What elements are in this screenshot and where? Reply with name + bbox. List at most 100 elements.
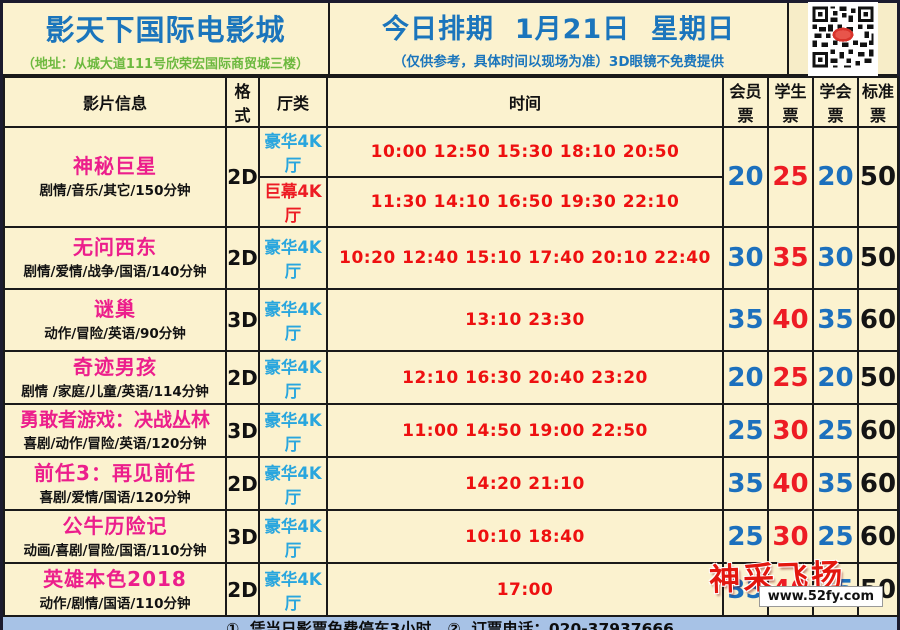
qr-code-icon [808, 1, 878, 76]
price-standard: 60 [857, 288, 899, 352]
col-hall-type: 厅类 [258, 76, 328, 128]
hall-type: 豪华4K厅 [258, 403, 328, 458]
showtimes: 13:10 23:30 [326, 288, 724, 352]
hall-type: 豪华4K厅 [258, 456, 328, 511]
movie-title: 奇迹男孩 [73, 354, 157, 379]
hall-type: 豪华4K厅 [258, 126, 328, 178]
price-standard: 50 [857, 126, 899, 228]
hall-type: 豪华4K厅 [258, 226, 328, 290]
qr-cell [789, 1, 897, 76]
price-student: 25 [767, 126, 814, 228]
price-society: 25 [812, 403, 859, 458]
price-society: 35 [812, 288, 859, 352]
price-member: 35 [722, 456, 769, 511]
col-time: 时间 [326, 76, 724, 128]
schedule-table: 影片信息 格式 厅类 时间 会员票 学生票 学会票 标准票 神秘巨星 剧情/音乐… [3, 76, 899, 617]
cinema-address: （地址：从城大道111号欣荣宏国际商贸城三楼） [21, 57, 310, 72]
price-student: 35 [767, 226, 814, 290]
movie-genre: 喜剧/爱情/国语/120分钟 [39, 489, 191, 506]
movie-info: 公牛历险记 动画/喜剧/冒险/国语/110分钟 [3, 509, 227, 564]
movie-info: 谜巢 动作/冒险/英语/90分钟 [3, 288, 227, 352]
movie-title: 前任3：再见前任 [34, 460, 196, 485]
movie-genre: 动作/冒险/英语/90分钟 [44, 326, 186, 343]
col-society-ticket: 学会票 [812, 76, 859, 128]
table-row: 无问西东 剧情/爱情/战争/国语/140分钟 2D 豪华4K厅 10:20 12… [3, 226, 899, 290]
movie-title: 无问西东 [73, 235, 157, 260]
price-student: 30 [767, 509, 814, 564]
col-student-ticket: 学生票 [767, 76, 814, 128]
movie-format: 3D [225, 288, 260, 352]
movie-genre: 动作/剧情/国语/110分钟 [39, 595, 191, 612]
movie-info: 神秘巨星 剧情/音乐/其它/150分钟 [3, 126, 227, 228]
table-row: 前任3：再见前任 喜剧/爱情/国语/120分钟 2D 豪华4K厅 14:20 2… [3, 456, 899, 511]
price-standard: 60 [857, 456, 899, 511]
movie-info: 奇迹男孩 剧情 /家庭/儿童/英语/114分钟 [3, 350, 227, 405]
table-row: 神秘巨星 剧情/音乐/其它/150分钟 2D 豪华4K厅 10:00 12:50… [3, 126, 899, 228]
movie-genre: 剧情 /家庭/儿童/英语/114分钟 [21, 383, 209, 400]
col-member-ticket: 会员票 [722, 76, 769, 128]
movie-info: 无问西东 剧情/爱情/战争/国语/140分钟 [3, 226, 227, 290]
price-standard: 60 [857, 509, 899, 564]
showtimes: 11:00 14:50 19:00 22:50 [326, 403, 724, 458]
price-member: 25 [722, 509, 769, 564]
showtimes: 10:20 12:40 15:10 17:40 20:10 22:40 [326, 226, 724, 290]
movie-title: 勇敢者游戏：决战丛林 [19, 408, 210, 431]
movie-format: 2D [225, 562, 260, 617]
column-header-row: 影片信息 格式 厅类 时间 会员票 学生票 学会票 标准票 [3, 76, 899, 128]
table-row: 谜巢 动作/冒险/英语/90分钟 3D 豪华4K厅 13:10 23:30 35… [3, 288, 899, 352]
table-row: 巨幕4K厅 11:30 14:10 16:50 19:30 22:10 [4, 176, 898, 228]
movie-title: 谜巢 [94, 297, 136, 322]
price-student: 40 [767, 456, 814, 511]
movie-title: 英雄本色2018 [43, 566, 187, 591]
table-row: 奇迹男孩 剧情 /家庭/儿童/英语/114分钟 2D 豪华4K厅 12:10 1… [3, 350, 899, 405]
website-watermark: www.52fy.com [758, 586, 883, 607]
movie-genre: 喜剧/动作/冒险/英语/120分钟 [23, 436, 207, 453]
hall-type: 豪华4K厅 [258, 350, 328, 405]
price-society: 35 [812, 456, 859, 511]
price-society: 20 [812, 126, 859, 228]
movie-info: 勇敢者游戏：决战丛林 喜剧/动作/冒险/英语/120分钟 [3, 403, 227, 458]
col-standard-ticket: 标准票 [857, 76, 899, 128]
movie-format: 2D [225, 350, 260, 405]
table-row: 公牛历险记 动画/喜剧/冒险/国语/110分钟 3D 豪华4K厅 10:10 1… [3, 509, 899, 564]
price-society: 30 [812, 226, 859, 290]
price-member: 30 [722, 226, 769, 290]
movie-genre: 剧情/音乐/其它/150分钟 [39, 183, 191, 200]
movie-title: 神秘巨星 [73, 154, 157, 179]
movie-format: 2D [225, 226, 260, 290]
showtimes: 10:00 12:50 15:30 18:10 20:50 [326, 126, 724, 178]
col-movie-info: 影片信息 [3, 76, 227, 128]
col-format: 格式 [225, 76, 260, 128]
notice-row: ① 凭当日影票免费停车3小时 ② 订票电话：020-37937666 [3, 617, 897, 630]
movie-genre: 剧情/爱情/战争/国语/140分钟 [23, 264, 207, 281]
price-society: 20 [812, 350, 859, 405]
schedule-title: 今日排期 1月21日 星期日 [382, 14, 735, 45]
price-standard: 50 [857, 350, 899, 405]
hall-type: 巨幕4K厅 [258, 176, 328, 228]
price-member: 20 [722, 126, 769, 228]
movie-title: 公牛历险记 [62, 513, 168, 538]
parking-and-phone-notice: ① 凭当日影票免费停车3小时 ② 订票电话：020-37937666 [226, 620, 674, 630]
showtimes: 14:20 21:10 [326, 456, 724, 511]
showtimes: 11:30 14:10 16:50 19:30 22:10 [326, 176, 724, 228]
cinema-name: 影天下国际电影城 [45, 13, 286, 47]
hall-type: 豪华4K厅 [258, 562, 328, 617]
price-student: 40 [767, 288, 814, 352]
price-student: 30 [767, 403, 814, 458]
table-row: 勇敢者游戏：决战丛林 喜剧/动作/冒险/英语/120分钟 3D 豪华4K厅 11… [3, 403, 899, 458]
price-member: 35 [722, 288, 769, 352]
showtimes: 10:10 18:40 [326, 509, 724, 564]
header-band: 影天下国际电影城 （地址：从城大道111号欣荣宏国际商贸城三楼） 今日排期 1月… [3, 1, 897, 76]
schedule-note: （仅供参考，具体时间以现场为准）3D眼镜不免费提供 [392, 54, 725, 70]
price-society: 25 [812, 509, 859, 564]
showtimes: 12:10 16:30 20:40 23:20 [326, 350, 724, 405]
movie-info: 英雄本色2018 动作/剧情/国语/110分钟 [3, 562, 227, 617]
schedule-header: 今日排期 1月21日 星期日 （仅供参考，具体时间以现场为准）3D眼镜不免费提供 [330, 3, 789, 74]
price-standard: 50 [857, 226, 899, 290]
price-student: 25 [767, 350, 814, 405]
brand-cell: 影天下国际电影城 （地址：从城大道111号欣荣宏国际商贸城三楼） [3, 3, 330, 74]
hall-type: 豪华4K厅 [258, 509, 328, 564]
price-member: 25 [722, 403, 769, 458]
movie-format: 3D [225, 509, 260, 564]
